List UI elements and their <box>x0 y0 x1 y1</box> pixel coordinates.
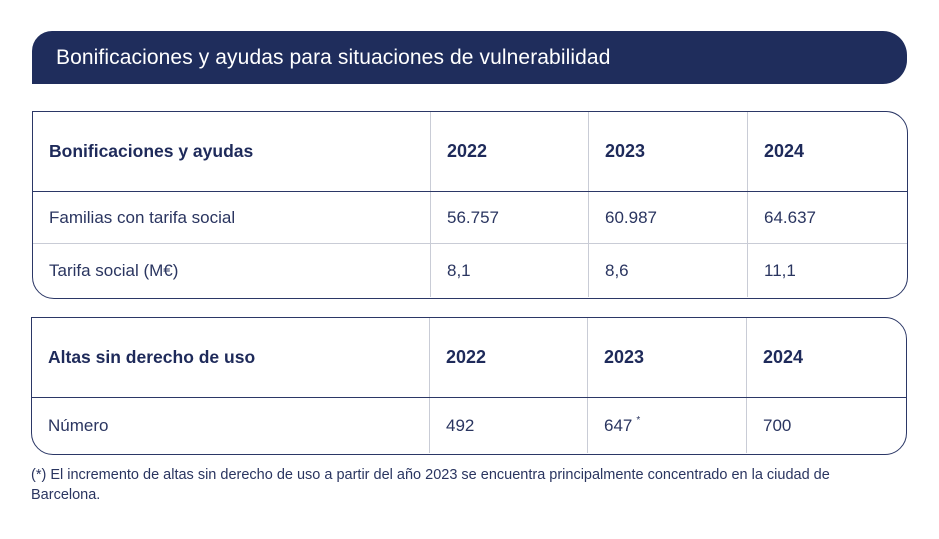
table-cell: 60.987 <box>589 192 748 243</box>
row-label: Tarifa social (M€) <box>33 244 431 297</box>
row-label: Número <box>32 398 430 453</box>
column-header: 2024 <box>763 347 804 367</box>
table-cell: 700 <box>763 415 792 435</box>
column-header: 2022 <box>430 318 588 397</box>
page-title: Bonificaciones y ayudas para situaciones… <box>56 45 611 69</box>
table-row: Número 492 647 * 700 <box>32 398 906 453</box>
column-header: 2023 <box>589 112 748 191</box>
table-cell: 8,1 <box>431 244 589 297</box>
table-header-row: Altas sin derecho de uso 2022 2023 2024 <box>32 318 906 398</box>
title-bar: Bonificaciones y ayudas para situaciones… <box>32 31 907 84</box>
table-row: Tarifa social (M€) 8,1 8,6 11,1 <box>33 244 907 297</box>
footnote: (*) El incremento de altas sin derecho d… <box>31 467 830 503</box>
row-label: Familias con tarifa social <box>33 192 431 243</box>
table-cell: 492 <box>430 398 588 453</box>
footnote-marker: * <box>636 415 641 426</box>
table-cell: 56.757 <box>431 192 589 243</box>
table-header-row: Bonificaciones y ayudas 2022 2023 2024 <box>33 112 907 192</box>
column-header: Bonificaciones y ayudas <box>33 112 431 191</box>
table-cell: 647 * <box>588 398 747 453</box>
table-cell: 64.637 <box>764 207 816 227</box>
column-header: 2022 <box>431 112 589 191</box>
column-header: 2024 <box>764 141 805 161</box>
altas-table: Altas sin derecho de uso 2022 2023 2024 … <box>31 317 907 455</box>
table-row: Familias con tarifa social 56.757 60.987… <box>33 192 907 244</box>
column-header: 2023 <box>588 318 747 397</box>
bonificaciones-table: Bonificaciones y ayudas 2022 2023 2024 F… <box>32 111 908 299</box>
cell-value: 647 <box>604 415 633 435</box>
table-cell: 8,6 <box>589 244 748 297</box>
table-cell: 11,1 <box>764 260 796 280</box>
column-header: Altas sin derecho de uso <box>32 318 430 397</box>
